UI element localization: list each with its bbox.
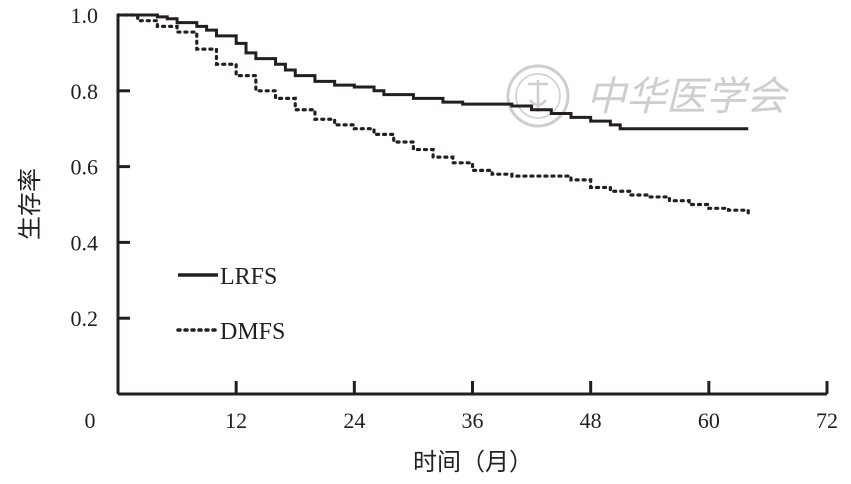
series-layer <box>116 13 750 218</box>
x-axis-title: 时间（月） <box>413 449 533 476</box>
x-tick-label: 72 <box>816 408 838 433</box>
x-tick-label: 36 <box>462 408 484 433</box>
legend: LRFS DMFS <box>176 264 285 345</box>
watermark-text: 中华医学会 <box>586 74 790 120</box>
y-ticks: 0.2 0.4 0.6 0.8 1.0 <box>71 3 130 331</box>
y-tick-label: 0.6 <box>71 155 99 180</box>
x-tick-label: 48 <box>580 408 602 433</box>
y-tick-label: 0.2 <box>71 306 99 331</box>
x-tick-label: 12 <box>225 408 247 433</box>
y-tick-label: 0.4 <box>71 230 99 255</box>
legend-lrfs-label: LRFS <box>220 264 277 290</box>
x-tick-label: 24 <box>343 408 365 433</box>
y-tick-label: 0.8 <box>71 79 99 104</box>
watermark: 中华医学会 <box>506 64 790 128</box>
series-line-lrfs <box>118 13 749 131</box>
legend-dmfs-label: DMFS <box>220 319 285 345</box>
watermark-seal-icon <box>506 64 570 128</box>
y-tick-label: 1.0 <box>71 3 99 28</box>
x-ticks: 0 12 24 36 48 60 72 <box>85 381 838 433</box>
x-tick-label: 0 <box>85 408 96 433</box>
series-line-dmfs <box>116 13 750 218</box>
x-tick-label: 60 <box>698 408 720 433</box>
y-axis-title: 生存率 <box>17 168 44 240</box>
